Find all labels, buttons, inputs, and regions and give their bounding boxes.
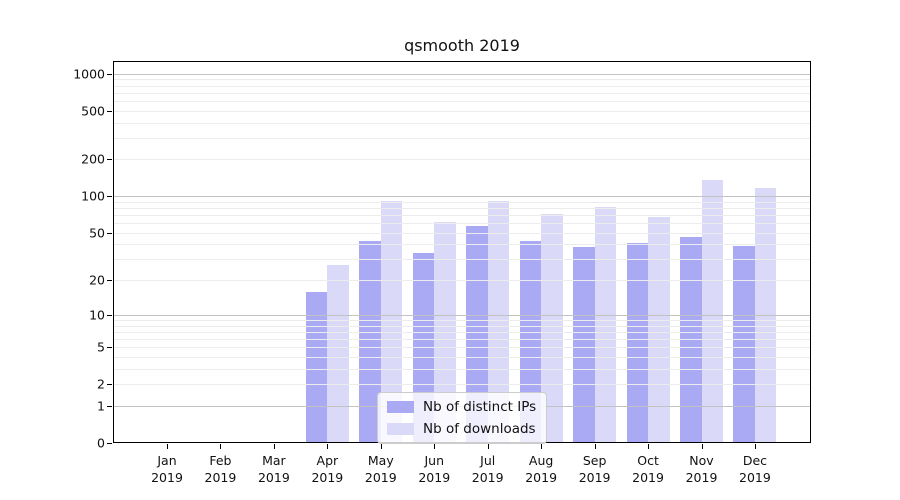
- x-tick-label: Jan 2019: [151, 453, 183, 485]
- x-tick: [380, 444, 382, 449]
- bar-downloads-sep: [594, 207, 617, 443]
- gridline-minor: [113, 280, 811, 282]
- x-tick: [434, 444, 436, 449]
- x-tick-label: Sep 2019: [578, 453, 611, 485]
- y-tick: [107, 110, 112, 112]
- legend-row: Nb of downloads: [387, 421, 536, 437]
- gridline-major: [113, 196, 811, 198]
- gridline-minor: [113, 122, 811, 124]
- gridline-minor: [113, 259, 811, 261]
- gridline-minor: [113, 159, 811, 161]
- bar-distinct-ips-jul: [466, 225, 488, 443]
- gridline-minor: [113, 347, 811, 349]
- x-tick-label: Oct 2019: [632, 453, 664, 485]
- gridline-major: [113, 314, 811, 316]
- x-tick: [701, 444, 703, 449]
- chart-title: qsmooth 2019: [404, 36, 520, 55]
- y-tick-label: 1000: [73, 66, 105, 82]
- legend-label: Nb of downloads: [423, 421, 536, 437]
- bar-distinct-ips-apr: [305, 291, 328, 443]
- bar-downloads-oct: [648, 217, 670, 443]
- legend-label: Nb of distinct IPs: [423, 399, 537, 415]
- bar-downloads-nov: [701, 179, 723, 443]
- gridline-minor: [113, 208, 811, 210]
- y-tick: [107, 232, 112, 234]
- x-tick-label: Apr 2019: [311, 453, 344, 485]
- gridline-minor: [113, 92, 811, 94]
- y-tick-label: 50: [89, 225, 105, 241]
- y-tick-label: 200: [81, 151, 105, 167]
- gridline-minor: [113, 384, 811, 386]
- y-tick-label: 1: [97, 398, 105, 414]
- legend: Nb of distinct IPs Nb of downloads: [377, 392, 548, 444]
- gridline-minor: [113, 100, 811, 102]
- gridline-minor: [113, 79, 811, 81]
- gridline-minor: [113, 338, 811, 340]
- y-tick-label: 10: [89, 307, 105, 323]
- x-tick-label: Aug 2019: [525, 453, 558, 485]
- gridline-minor: [113, 137, 811, 139]
- y-tick: [107, 159, 112, 161]
- y-tick: [107, 73, 112, 75]
- bar-downloads-jul: [487, 201, 510, 443]
- x-tick: [220, 444, 222, 449]
- x-tick: [327, 444, 329, 449]
- y-tick: [107, 384, 112, 386]
- x-tick-label: Feb 2019: [204, 453, 237, 485]
- plot-area: 0 1 2 5 10 20 50 100 200 500 1000 Jan 2019 Feb 2019 M…: [73, 61, 811, 485]
- bar-downloads-apr: [327, 264, 349, 443]
- gridline-minor: [113, 319, 811, 321]
- x-tick: [273, 444, 275, 449]
- gridline-major: [113, 73, 811, 75]
- y-tick-label: 100: [81, 188, 105, 204]
- y-tick: [107, 405, 112, 407]
- x-tick: [167, 444, 168, 449]
- gridline-minor: [113, 331, 811, 333]
- y-tick: [107, 347, 112, 349]
- bar-downloads-may: [380, 201, 403, 443]
- x-tick-label: Dec 2019: [739, 453, 771, 485]
- x-tick: [487, 444, 489, 449]
- x-tick-label: May 2019: [364, 453, 397, 485]
- x-tick: [648, 444, 650, 449]
- y-tick-label: 5: [97, 339, 105, 355]
- x-tick-label: Mar 2019: [257, 453, 290, 485]
- bar-distinct-ips-nov: [680, 237, 702, 443]
- x-tick-label: Nov 2019: [685, 453, 718, 485]
- y-tick: [107, 443, 112, 444]
- bar-distinct-ips-oct: [626, 243, 649, 443]
- gridline-minor: [113, 110, 811, 112]
- y-tick: [107, 196, 112, 198]
- y-tick-label: 20: [89, 272, 105, 288]
- x-tick: [594, 444, 596, 449]
- bar-distinct-ips-dec: [733, 245, 755, 443]
- gridline-minor: [113, 244, 811, 246]
- bar-distinct-ips-sep: [573, 247, 595, 443]
- y-tick-label: 500: [81, 103, 105, 119]
- gridline-minor: [113, 356, 811, 358]
- gridline-minor: [113, 201, 811, 203]
- gridline-minor: [113, 223, 811, 225]
- bar-downloads-aug: [541, 213, 563, 443]
- legend-swatch-icon: [387, 423, 414, 435]
- x-tick-label: Jun 2019: [418, 453, 451, 485]
- gridline-minor: [113, 85, 811, 87]
- y-tick-label: 0: [97, 435, 105, 451]
- bar-distinct-ips-may: [359, 240, 381, 443]
- gridline-minor: [113, 215, 811, 217]
- gridline-minor: [113, 368, 811, 370]
- gridline-minor: [113, 232, 811, 234]
- y-tick-label: 2: [97, 376, 105, 392]
- y-tick: [107, 314, 112, 316]
- x-tick: [754, 444, 756, 449]
- y-tick: [107, 280, 112, 282]
- legend-row: Nb of distinct IPs: [387, 399, 536, 415]
- legend-swatch-icon: [387, 401, 414, 413]
- gridline-minor: [113, 325, 811, 327]
- x-tick: [541, 444, 543, 449]
- x-tick-label: Jul 2019: [471, 453, 504, 485]
